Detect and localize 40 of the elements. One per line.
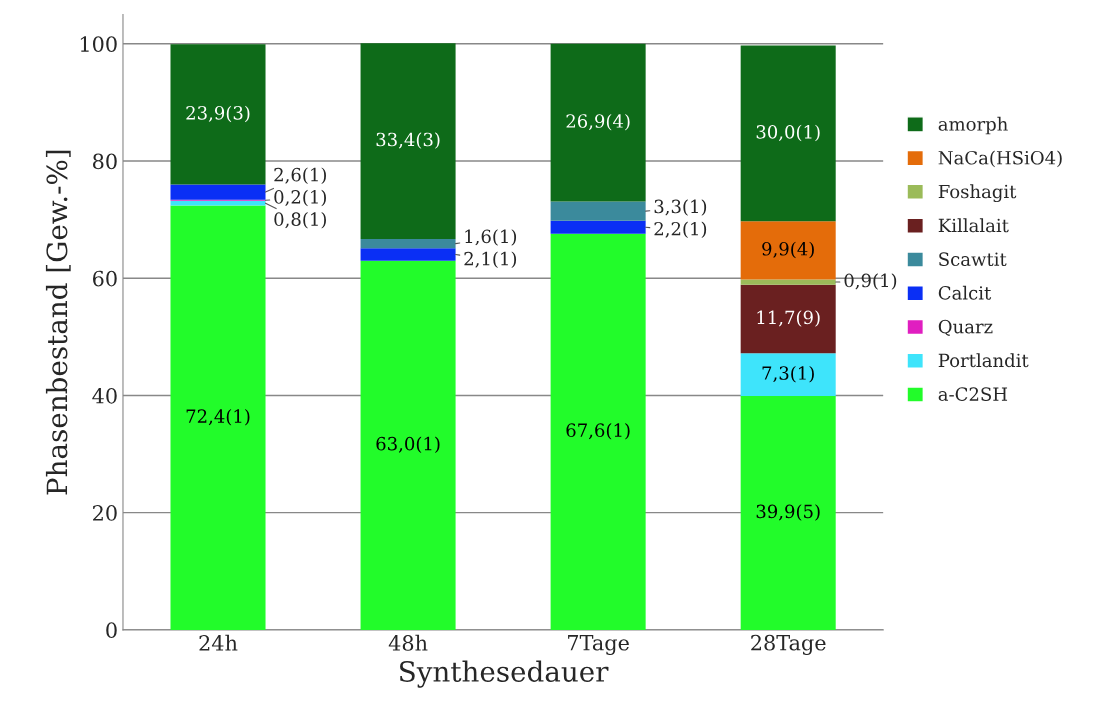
data-label: 67,6(1) [566,423,630,440]
data-label: 2,2(1) [654,221,707,239]
data-label: 7,3(1) [762,365,814,383]
data-label: 0,8(1) [274,212,326,229]
data-label: 33,4(3) [376,132,440,149]
data-label: 2,6(1) [274,167,326,185]
data-label: 11,7(9) [757,310,820,327]
y-tick-label: 100 [80,36,117,52]
legend-label: a-C2SH [938,387,1008,401]
legend-label: amorph [938,116,1008,135]
y-axis-title: Phasenbestand [Gew.-%] [45,150,71,495]
data-label: 30,0(1) [756,124,820,142]
y-tick-label: 60 [93,270,117,287]
legend-label: Calcit [938,285,992,300]
y-tick-label: 40 [92,387,117,404]
data-label: 9,9(4) [762,241,814,259]
legend-label: Foshagit [938,184,1017,203]
data-label: 2,1(1) [464,251,517,268]
y-tick-label: 20 [93,505,117,521]
data-label: 1,6(1) [465,229,517,246]
data-label: 39,9(5) [756,504,820,521]
data-label: 0,9(1) [844,273,897,290]
legend-label: Portlandit [938,353,1029,368]
data-label: 26,9(4) [566,113,630,131]
x-axis-title: Synthesedauer [400,660,609,688]
legend-label: Quarz [938,319,993,337]
x-tick-label: 7Tage [568,635,629,655]
x-tick-label: 24h [199,634,238,651]
y-tick-label: 0 [106,622,117,639]
y-tick-label: 80 [93,153,117,170]
data-label: 72,4(1) [186,408,250,426]
legend-label: Killalait [938,218,1009,233]
data-label: 23,9(3) [186,105,250,123]
x-tick-label: 48h [388,634,428,651]
data-label: 63,0(1) [376,436,440,454]
x-tick-label: 28Tage [751,634,826,655]
legend-label: Scawtit [939,252,1007,267]
legend-label: NaCa(HSiO4) [938,150,1062,168]
data-label: 0,2(1) [274,189,326,207]
data-label: 3,3(1) [654,199,707,216]
